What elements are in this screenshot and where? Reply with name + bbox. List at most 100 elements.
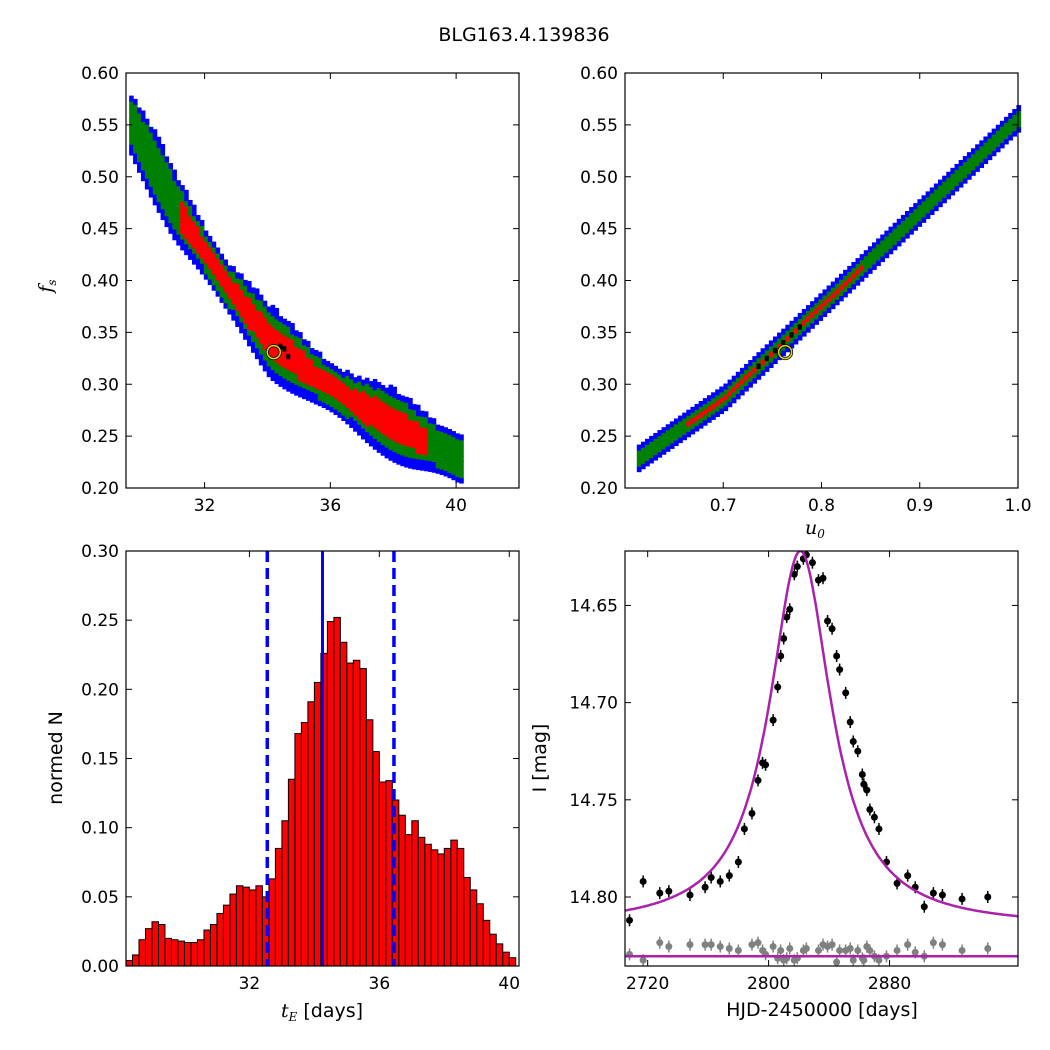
heatmap-cell xyxy=(219,291,225,298)
heatmap-cell xyxy=(392,435,397,442)
heatmap-cell xyxy=(772,347,778,354)
heatmap-cell xyxy=(731,375,737,382)
heatmap-cell xyxy=(756,357,762,364)
heatmap-cell xyxy=(814,318,819,325)
heatmap-cell xyxy=(137,134,142,141)
heatmap-cell xyxy=(653,443,659,450)
heatmap-cell xyxy=(250,298,256,305)
heatmap-cell xyxy=(258,321,264,328)
heatmap-cell xyxy=(207,268,213,275)
heatmap-cell xyxy=(933,199,939,206)
heatmap-cell xyxy=(975,155,980,162)
histogram-bar xyxy=(469,889,478,967)
heatmap-cell xyxy=(851,261,857,268)
heatmap-cell xyxy=(380,411,386,418)
heatmap-cell xyxy=(884,241,890,248)
heatmap-cell xyxy=(180,195,185,202)
heatmap-cell xyxy=(235,277,240,284)
heatmap-cell xyxy=(160,154,166,161)
heatmap-cell xyxy=(345,412,350,419)
heatmap-cell xyxy=(325,360,331,367)
heatmap-cell xyxy=(207,235,213,242)
heatmap-cell xyxy=(859,264,865,271)
heatmap-cell xyxy=(880,245,885,252)
heatmap-cell xyxy=(262,349,268,356)
heatmap-cell xyxy=(416,458,421,465)
heatmap-cell xyxy=(847,287,852,294)
heatmap-cell xyxy=(727,379,733,386)
heatmap-cell xyxy=(384,446,390,453)
heatmap-cell xyxy=(250,319,256,326)
heatmap-cell xyxy=(188,253,193,260)
axes-frame xyxy=(125,72,520,489)
heatmap-cell xyxy=(290,371,295,378)
heatmap-cell xyxy=(459,455,464,462)
heatmap-cell xyxy=(991,144,997,151)
heatmap-cell xyxy=(669,442,675,449)
heatmap-cell xyxy=(938,190,943,197)
heatmap-cell xyxy=(160,208,166,215)
heatmap-cell xyxy=(999,142,1005,149)
histogram-bar xyxy=(274,847,283,967)
heatmap-cell xyxy=(341,409,346,416)
heatmap-cell xyxy=(180,190,185,197)
heatmap-cell xyxy=(805,305,811,312)
heatmap-cell xyxy=(247,280,252,287)
heatmap-cell xyxy=(247,340,252,347)
heatmap-cell xyxy=(317,400,323,407)
heatmap-cell xyxy=(419,459,425,466)
heatmap-cell xyxy=(797,312,803,319)
heatmap-cell xyxy=(396,442,401,449)
heatmap-cell xyxy=(412,431,417,438)
heatmap-cell xyxy=(305,340,311,347)
heatmap-cell xyxy=(892,238,898,245)
heatmap-cell xyxy=(392,419,397,426)
heatmap-cell xyxy=(290,328,295,335)
y-tick-label: 14.80 xyxy=(569,888,618,908)
heatmap-cell xyxy=(979,156,985,163)
heatmap-cell xyxy=(160,160,166,167)
heatmap-cell xyxy=(412,436,417,443)
best-fit-marker xyxy=(777,344,793,360)
data-point xyxy=(777,652,785,660)
heatmap-cell xyxy=(682,434,687,441)
heatmap-cell xyxy=(274,361,280,368)
heatmap-cell xyxy=(938,201,943,208)
heatmap-cell xyxy=(270,374,276,381)
heatmap-cell xyxy=(966,162,972,169)
histogram-bar xyxy=(196,939,205,967)
heatmap-cell xyxy=(254,320,260,327)
histogram-bar xyxy=(437,853,445,967)
y-tick-label: 0.50 xyxy=(81,168,119,188)
heatmap-cell xyxy=(455,476,460,483)
y-tick-label: 0.30 xyxy=(81,375,119,395)
heatmap-cell xyxy=(657,435,663,442)
heatmap-cell xyxy=(408,451,413,458)
heatmap-cell xyxy=(357,429,362,436)
data-point xyxy=(808,559,816,567)
heatmap-cell xyxy=(184,195,189,202)
heatmap-cell xyxy=(266,328,272,335)
histogram-bar xyxy=(300,722,309,967)
heatmap-cell xyxy=(416,404,421,411)
histogram-bar xyxy=(164,937,172,967)
heatmap-cell xyxy=(427,417,433,424)
x-axis-label: tE [days] xyxy=(281,1000,363,1024)
heatmap-cell xyxy=(950,189,956,196)
heatmap-cell xyxy=(384,420,390,427)
heatmap-cell xyxy=(168,211,173,218)
heatmap-cell xyxy=(254,326,260,333)
heatmap-cell xyxy=(160,214,166,221)
x-axis-label-units: [days] xyxy=(297,1000,363,1022)
heatmap-cell xyxy=(958,170,964,177)
heatmap-cell xyxy=(345,402,350,409)
heatmap-cell xyxy=(357,402,362,409)
heatmap-cell xyxy=(384,403,390,410)
heatmap-cell xyxy=(168,222,173,229)
heatmap-cell xyxy=(431,466,437,473)
residual-point xyxy=(860,956,868,964)
heatmap-cell xyxy=(979,151,985,158)
heatmap-cell xyxy=(404,456,409,463)
residual-point xyxy=(707,941,715,949)
heatmap-cell xyxy=(863,255,869,262)
